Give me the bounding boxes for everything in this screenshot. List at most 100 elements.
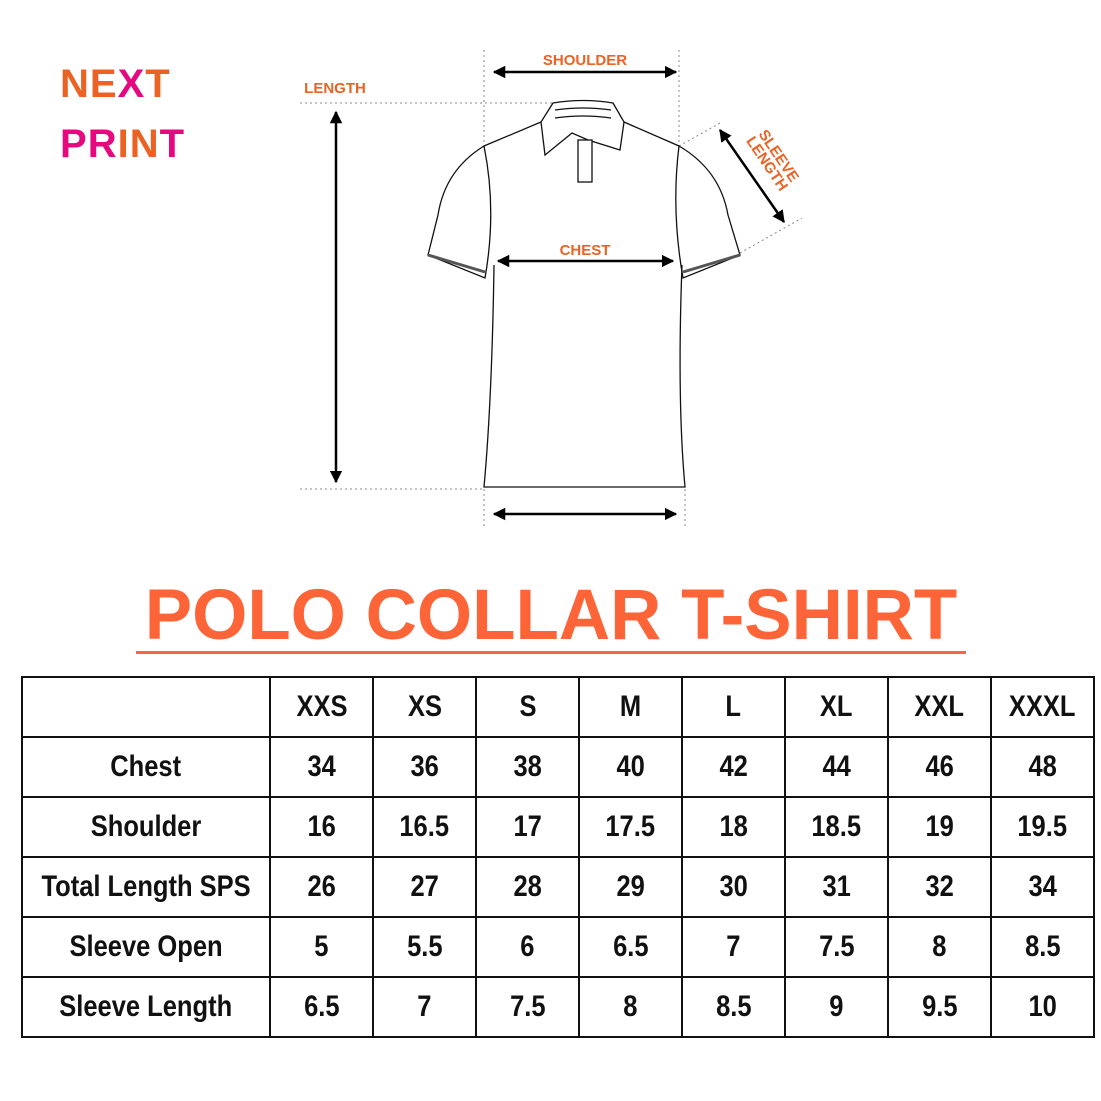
table-row: Sleeve Length 6.5 7 7.5 8 8.5 9 9.5 10 (20, 976, 1096, 1038)
shoulder-label: SHOULDER (543, 52, 627, 69)
value: 30 (719, 870, 748, 903)
size-label: XXXL (1009, 690, 1076, 723)
row-label: Chest (110, 750, 182, 783)
table-row: Sleeve Open 5 5.5 6 6.5 7 7.5 8 8.5 (20, 916, 1096, 978)
value-cell: 38 (475, 736, 581, 798)
logo-letter: X (117, 62, 146, 106)
size-chart-table: XXS XS S M L XL XXL XXXL Chest 34 36 38 40 42 44 46 48 Sh… (20, 676, 1096, 1038)
table-row: Total Length SPS 26 27 28 29 30 31 32 34 (20, 856, 1096, 918)
value-cell: 44 (784, 736, 890, 798)
chest-label: CHEST (560, 242, 611, 259)
value: 6.5 (303, 990, 340, 1023)
size-label: XXS (296, 690, 348, 723)
value-cell: 9.5 (887, 976, 993, 1038)
size-header: M (578, 676, 684, 738)
logo-letter: I (117, 122, 130, 166)
logo-letter: N (60, 62, 90, 106)
value-cell: 34 (990, 856, 1096, 918)
value-cell: 8 (578, 976, 684, 1038)
value: 16 (307, 810, 336, 843)
logo-print: PRINT (60, 124, 185, 164)
value: 7 (417, 990, 432, 1023)
value-cell: 16.5 (372, 796, 478, 858)
row-label-cell: Sleeve Length (20, 976, 272, 1038)
logo-letter: P (60, 122, 88, 166)
value: 9 (829, 990, 844, 1023)
size-label: M (619, 690, 642, 723)
value: 46 (925, 750, 954, 783)
row-label: Sleeve Open (69, 930, 223, 963)
value-cell: 7.5 (475, 976, 581, 1038)
row-label-cell: Shoulder (20, 796, 272, 858)
value-cell: 36 (372, 736, 478, 798)
page-title: POLO COLLAR T-SHIRT (144, 576, 958, 655)
value: 8.5 (715, 990, 752, 1023)
value-cell: 18 (681, 796, 787, 858)
row-label-cell: Chest (20, 736, 272, 798)
value-cell: 46 (887, 736, 993, 798)
value: 31 (822, 870, 851, 903)
logo-letter: E (89, 62, 118, 106)
logo-letter: R (87, 122, 118, 166)
value: 6 (520, 930, 535, 963)
value-cell: 8 (887, 916, 993, 978)
measure-arrows (329, 65, 786, 521)
value: 8 (623, 990, 638, 1023)
size-header: XXL (887, 676, 993, 738)
size-label: XS (407, 690, 442, 723)
value: 8 (932, 930, 947, 963)
value: 19.5 (1017, 810, 1068, 843)
value-cell: 29 (578, 856, 684, 918)
value: 27 (410, 870, 439, 903)
value: 40 (616, 750, 645, 783)
length-label: LENGTH (304, 80, 366, 97)
value: 34 (1028, 870, 1057, 903)
header-empty-cell (20, 676, 272, 738)
size-header: L (681, 676, 787, 738)
value-cell: 27 (372, 856, 478, 918)
value-cell: 42 (681, 736, 787, 798)
value-cell: 9 (784, 976, 890, 1038)
row-label: Sleeve Length (59, 990, 233, 1023)
value: 42 (719, 750, 748, 783)
value-cell: 6.5 (578, 916, 684, 978)
value: 28 (513, 870, 542, 903)
value: 26 (307, 870, 336, 903)
value-cell: 8.5 (990, 916, 1096, 978)
value: 18 (719, 810, 748, 843)
value: 7.5 (509, 990, 546, 1023)
size-header: XXXL (990, 676, 1096, 738)
value: 8.5 (1024, 930, 1061, 963)
guide-lines (300, 50, 803, 526)
row-label: Shoulder (90, 810, 202, 843)
size-header: XS (372, 676, 478, 738)
value: 7 (726, 930, 741, 963)
value-cell: 26 (269, 856, 375, 918)
value-cell: 17 (475, 796, 581, 858)
table-row: Shoulder 16 16.5 17 17.5 18 18.5 19 19.5 (20, 796, 1096, 858)
value-cell: 28 (475, 856, 581, 918)
size-label: XXL (914, 690, 965, 723)
value: 6.5 (612, 930, 649, 963)
value: 48 (1028, 750, 1057, 783)
size-label: S (519, 690, 537, 723)
shirt-outline (427, 99, 741, 488)
value: 17 (513, 810, 542, 843)
value: 9.5 (921, 990, 958, 1023)
size-header: XXS (269, 676, 375, 738)
value: 44 (822, 750, 851, 783)
size-header: S (475, 676, 581, 738)
title-underline (136, 651, 966, 654)
value-cell: 6.5 (269, 976, 375, 1038)
value-cell: 19.5 (990, 796, 1096, 858)
table-row: Chest 34 36 38 40 42 44 46 48 (20, 736, 1096, 798)
value: 19 (925, 810, 954, 843)
value: 7.5 (818, 930, 855, 963)
value: 17.5 (605, 810, 656, 843)
value-cell: 30 (681, 856, 787, 918)
logo-next: NEXT (60, 64, 171, 104)
value: 16.5 (399, 810, 450, 843)
size-header: XL (784, 676, 890, 738)
value-cell: 48 (990, 736, 1096, 798)
value-cell: 40 (578, 736, 684, 798)
